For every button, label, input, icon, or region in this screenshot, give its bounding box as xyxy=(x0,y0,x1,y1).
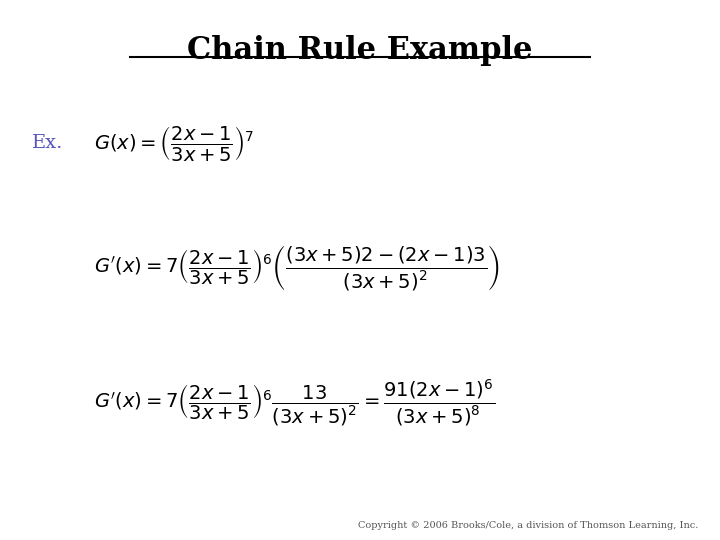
Text: Copyright © 2006 Brooks/Cole, a division of Thomson Learning, Inc.: Copyright © 2006 Brooks/Cole, a division… xyxy=(358,521,698,530)
Text: $G(x) = \left(\dfrac{2x-1}{3x+5}\right)^{7}$: $G(x) = \left(\dfrac{2x-1}{3x+5}\right)^… xyxy=(94,124,254,163)
Text: Ex.: Ex. xyxy=(32,134,64,152)
Text: $G^{\prime}(x) = 7\left(\dfrac{2x-1}{3x+5}\right)^{6}\left(\dfrac{(3x+5)2-(2x-1): $G^{\prime}(x) = 7\left(\dfrac{2x-1}{3x+… xyxy=(94,243,500,292)
Text: $G^{\prime}(x) = 7\left(\dfrac{2x-1}{3x+5}\right)^{6} \dfrac{13}{(3x+5)^{2}} = \: $G^{\prime}(x) = 7\left(\dfrac{2x-1}{3x+… xyxy=(94,377,495,428)
Text: Chain Rule Example: Chain Rule Example xyxy=(187,35,533,66)
